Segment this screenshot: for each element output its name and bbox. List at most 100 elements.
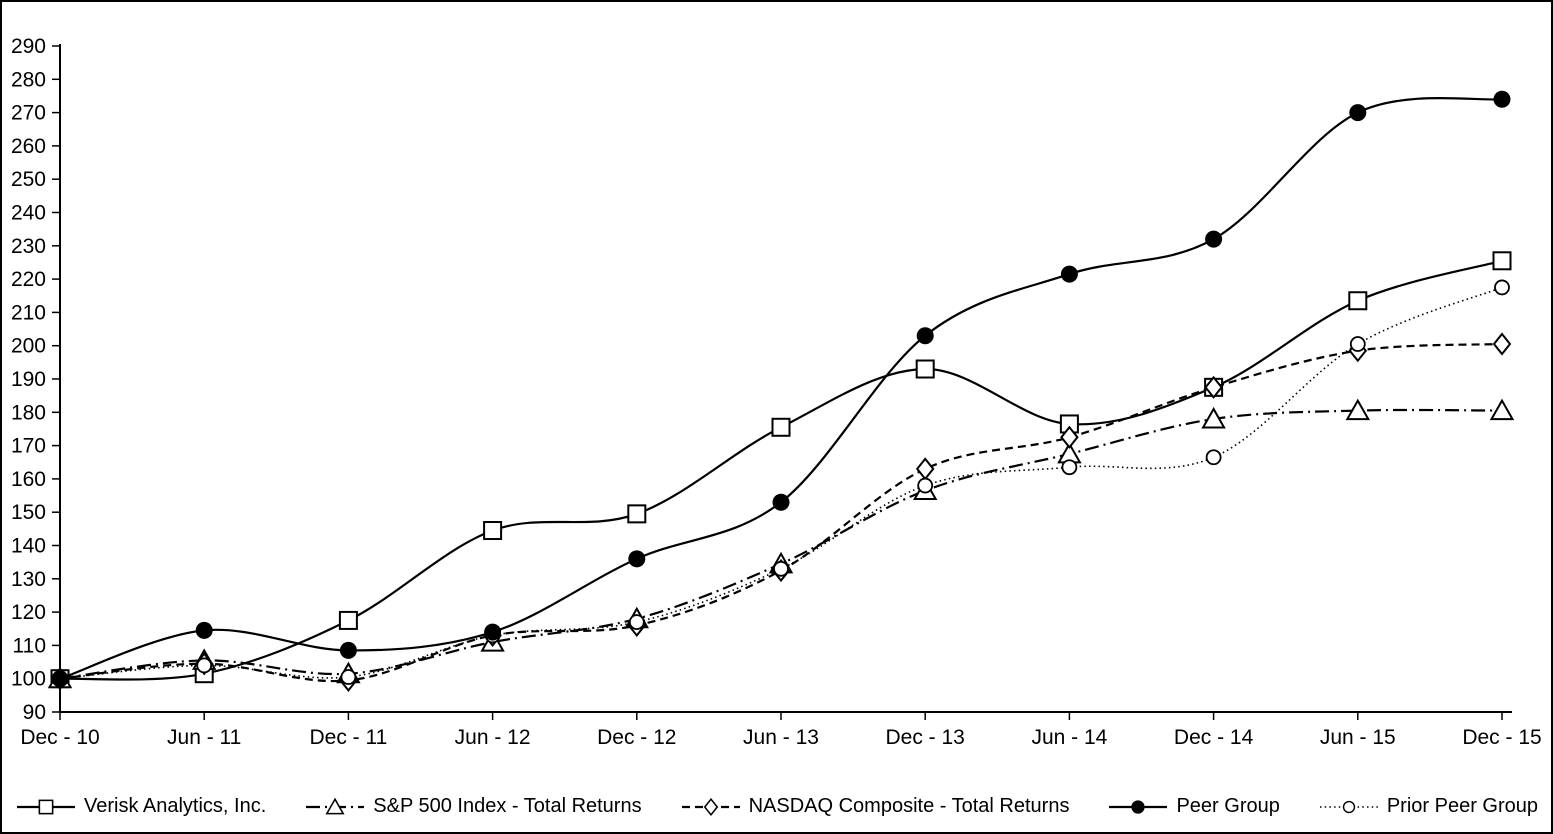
dot-marker	[484, 623, 502, 641]
square-marker	[915, 359, 935, 379]
series-verisk-analytics-inc	[50, 251, 1512, 689]
square-marker	[338, 610, 358, 630]
y-tick-label: 280	[11, 68, 46, 91]
circle-marker	[773, 560, 789, 577]
legend-label: Verisk Analytics, Inc.	[83, 795, 267, 817]
x-tick-label: Dec - 15	[1462, 726, 1541, 749]
dot-marker	[51, 670, 69, 688]
diamond-marker	[1492, 332, 1512, 356]
square-marker	[1492, 251, 1512, 271]
y-tick-label: 260	[11, 135, 46, 158]
series-s-p-500-index-total-returns	[47, 398, 1515, 689]
square-marker	[483, 521, 503, 541]
y-tick-label: 230	[11, 235, 46, 258]
y-tick-label: 110	[13, 634, 46, 657]
nasdaq-line-diamond-marker-icon	[681, 797, 740, 816]
y-tick-label: 200	[11, 335, 46, 358]
peer-group-line-dot-marker-icon	[1109, 799, 1168, 814]
legend-label: NASDAQ Composite - Total Returns	[748, 795, 1070, 817]
series-peer-group	[51, 90, 1511, 688]
series-line	[59, 259, 1503, 681]
circle-marker	[340, 669, 357, 685]
x-tick-label: Jun - 14	[1031, 726, 1107, 749]
x-tick-label: Jun - 13	[743, 726, 819, 749]
diamond-marker	[1060, 425, 1079, 449]
square-marker	[771, 417, 791, 437]
legend-item-nasdaq: NASDAQ Composite - Total Returns	[680, 795, 1070, 818]
triangle-marker	[1201, 406, 1226, 429]
y-tick-label: 100	[11, 668, 46, 691]
dot-marker	[916, 327, 934, 345]
plot-area: 290 280 270 260 250 240 230 220 210 200 190 180 170 1…	[11, 35, 1542, 749]
y-tick-label: 220	[11, 268, 46, 291]
dot-marker	[1493, 90, 1511, 108]
series-line	[59, 96, 1503, 680]
diamond-marker	[915, 457, 935, 481]
circle-marker	[1205, 449, 1222, 466]
dot-marker	[195, 621, 213, 639]
x-tick-label: Dec - 14	[1174, 726, 1254, 749]
circle-marker	[917, 477, 934, 494]
dot-marker	[1060, 265, 1078, 283]
square-marker	[38, 799, 54, 814]
x-tick-label: Dec - 13	[886, 726, 965, 749]
diamond-marker	[703, 797, 718, 816]
series-prior-peer-group	[52, 279, 1510, 687]
dot-marker	[772, 493, 790, 511]
circle-marker	[1061, 459, 1078, 476]
y-tick-label: 90	[23, 701, 46, 724]
y-tick-label: 120	[11, 601, 46, 624]
y-tick-label: 250	[11, 168, 46, 191]
diamond-marker	[1204, 375, 1223, 399]
dot-marker	[1131, 799, 1146, 814]
legend-item-prior-peer-group: Prior Peer Group	[1318, 795, 1538, 818]
legend-item-verisk: Verisk Analytics, Inc.	[15, 795, 266, 818]
circle-marker	[1494, 279, 1510, 296]
x-tick-label: Dec - 11	[309, 726, 387, 749]
y-tick-label: 240	[11, 202, 46, 225]
legend-marker	[38, 799, 54, 814]
triangle-marker	[1345, 398, 1371, 421]
triangle-marker	[1489, 398, 1515, 421]
dot-marker	[1205, 230, 1223, 248]
y-tick-label: 270	[11, 102, 46, 125]
legend-marker	[1342, 800, 1356, 813]
y-tick-label: 130	[11, 568, 46, 591]
legend-marker	[325, 797, 345, 814]
verisk-line-square-marker-icon	[16, 799, 75, 814]
circle-marker	[1349, 336, 1366, 352]
square-marker	[627, 504, 647, 524]
y-tick-label: 150	[11, 501, 46, 524]
legend-item-sp500: S&P 500 Index - Total Returns	[304, 795, 642, 818]
dot-marker	[628, 550, 646, 568]
y-tick-label: 190	[11, 368, 46, 391]
circle-marker	[196, 657, 213, 674]
x-tick-label: Dec - 10	[20, 726, 99, 749]
legend-label: Peer Group	[1176, 795, 1280, 817]
sp500-line-triangle-marker-icon	[306, 797, 365, 814]
x-tick-label: Jun - 15	[1320, 726, 1396, 749]
x-tick-label: Jun - 12	[455, 726, 531, 749]
circle-marker	[628, 614, 645, 630]
dot-marker	[339, 641, 357, 659]
legend-label: S&P 500 Index - Total Returns	[373, 795, 642, 817]
y-tick-label: 170	[11, 435, 46, 458]
series-line	[59, 286, 1503, 680]
y-tick-label: 180	[11, 401, 46, 424]
y-tick-label: 290	[11, 35, 46, 58]
x-tick-label: Jun - 11	[167, 726, 241, 749]
y-tick-label: 160	[11, 468, 46, 491]
prior-peer-group-line-circle-marker-icon	[1319, 800, 1378, 813]
x-tick-label: Dec - 12	[597, 726, 676, 749]
legend-label: Prior Peer Group	[1386, 795, 1539, 817]
square-marker	[1348, 291, 1368, 311]
y-tick-label: 140	[11, 535, 46, 558]
dot-marker	[1349, 104, 1367, 122]
legend-item-peer-group: Peer Group	[1107, 795, 1280, 818]
circle-marker	[1342, 800, 1356, 813]
legend-marker	[703, 797, 718, 816]
legend-marker	[1131, 799, 1146, 814]
triangle-marker	[325, 797, 345, 814]
y-tick-label: 210	[11, 301, 46, 324]
